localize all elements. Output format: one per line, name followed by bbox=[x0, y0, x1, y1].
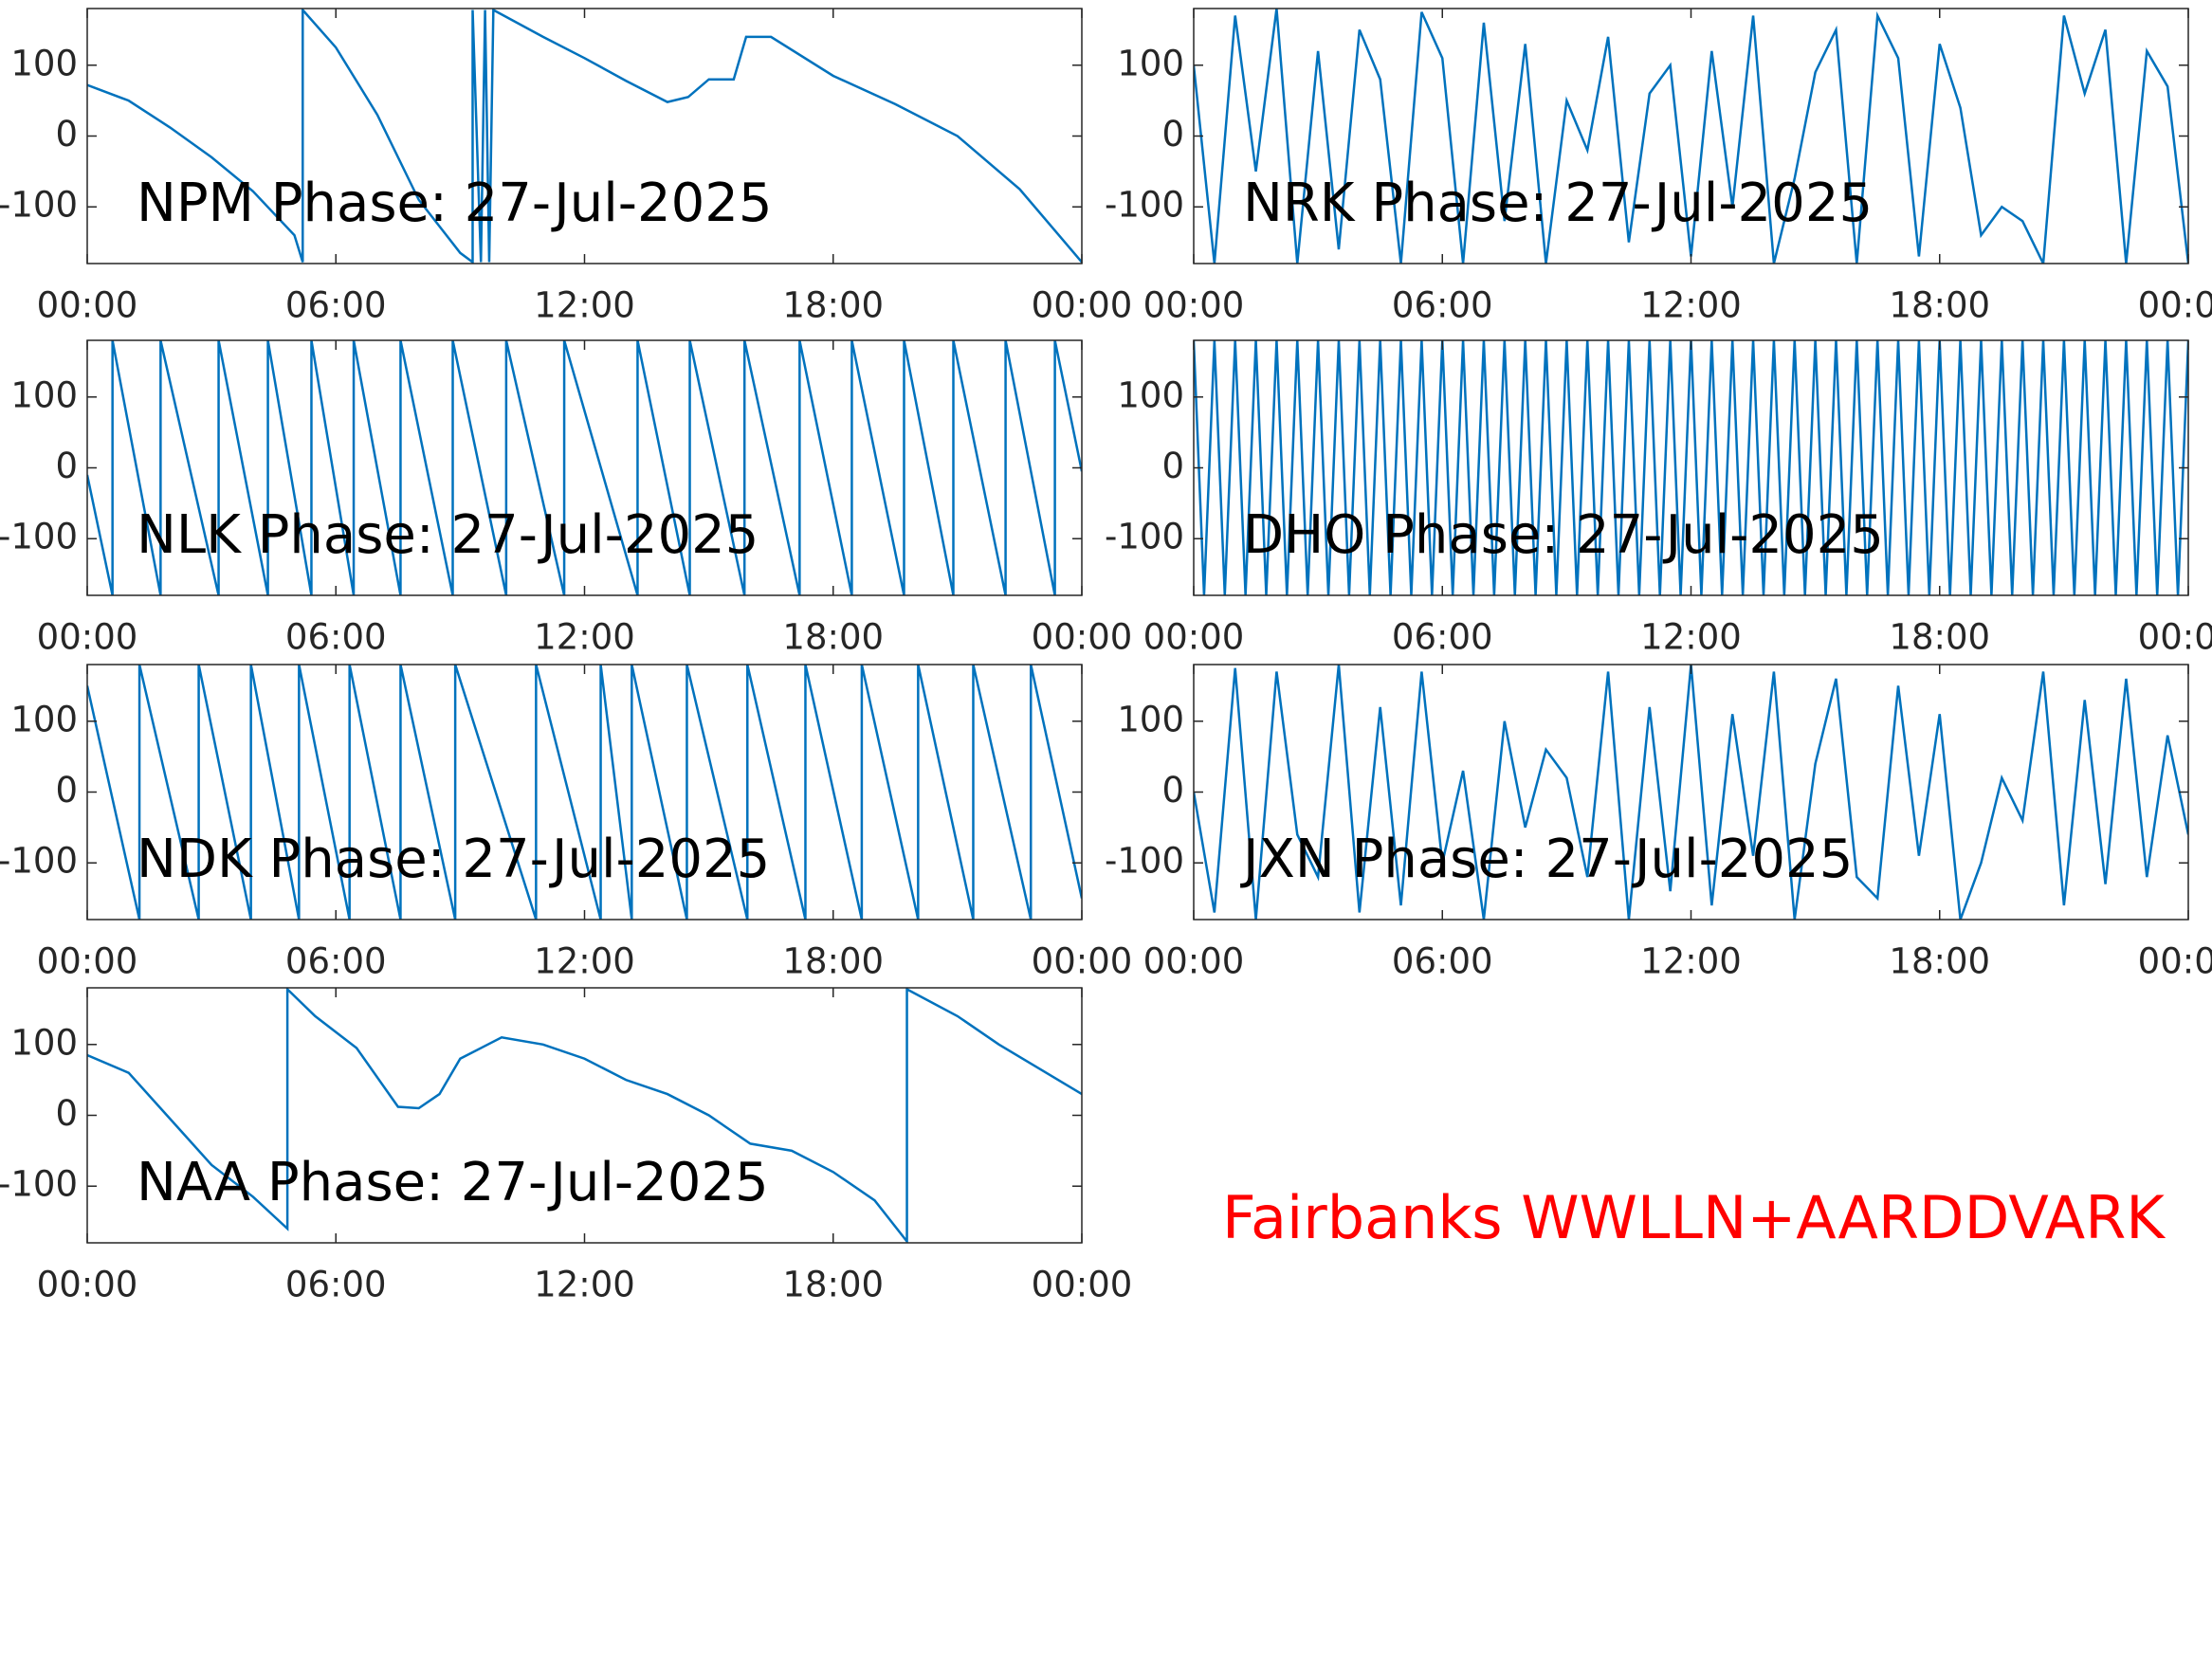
x-tick-label: 18:00 bbox=[1889, 617, 1990, 658]
chart-title: NDK Phase: 27-Jul-2025 bbox=[137, 829, 770, 890]
x-tick-label: 12:00 bbox=[534, 941, 635, 982]
x-tick-label: 18:00 bbox=[782, 617, 884, 658]
x-tick-label: 12:00 bbox=[534, 1265, 635, 1305]
chart-title: NRK Phase: 27-Jul-2025 bbox=[1243, 173, 1873, 234]
panel: 00:00 06:00 12:00 18:00 00:00 -100 0 100 NRK Pha… bbox=[1105, 8, 2212, 326]
x-tick-label: 06:00 bbox=[1392, 285, 1493, 326]
x-tick-label: 18:00 bbox=[1889, 941, 1990, 982]
y-tick-label: 0 bbox=[55, 446, 78, 486]
chart-title: NLK Phase: 27-Jul-2025 bbox=[137, 504, 759, 566]
x-tick-label: 00:00 bbox=[2138, 617, 2212, 658]
y-tick-label: 100 bbox=[1117, 43, 1184, 83]
chart-title: DHO Phase: 27-Jul-2025 bbox=[1243, 504, 1884, 566]
x-tick-label: 18:00 bbox=[1889, 285, 1990, 326]
y-tick-label: -100 bbox=[1105, 185, 1184, 226]
x-tick-label: 12:00 bbox=[1640, 285, 1742, 326]
chart-title: NAA Phase: 27-Jul-2025 bbox=[137, 1152, 769, 1213]
panel: 00:00 06:00 12:00 18:00 00:00 -100 0 100 DHO Pha… bbox=[1105, 339, 2212, 658]
panel: 00:00 06:00 12:00 18:00 00:00 -100 0 100 JXN Pha… bbox=[1105, 664, 2212, 982]
y-tick-label: 0 bbox=[1161, 770, 1184, 811]
x-tick-label: 00:00 bbox=[2138, 941, 2212, 982]
data-line bbox=[87, 340, 1082, 595]
x-tick-label: 00:00 bbox=[37, 285, 138, 326]
y-tick-label: 0 bbox=[55, 1093, 78, 1134]
x-tick-label: 18:00 bbox=[782, 285, 884, 326]
plot-area bbox=[87, 988, 1082, 1243]
y-tick-label: -100 bbox=[0, 841, 78, 882]
chart-title: JXN Phase: 27-Jul-2025 bbox=[1240, 829, 1853, 890]
x-tick-label: 00:00 bbox=[1032, 941, 1133, 982]
y-tick-label: 0 bbox=[1161, 446, 1184, 486]
y-tick-label: 100 bbox=[10, 374, 78, 415]
x-tick-label: 00:00 bbox=[1032, 1265, 1133, 1305]
data-line bbox=[87, 665, 1082, 920]
x-tick-label: 06:00 bbox=[285, 285, 387, 326]
x-tick-label: 00:00 bbox=[37, 1265, 138, 1305]
x-tick-label: 00:00 bbox=[1143, 285, 1245, 326]
y-tick-label: 0 bbox=[1161, 114, 1184, 155]
plot-area bbox=[1194, 665, 2188, 920]
panel: 00:00 06:00 12:00 18:00 00:00 -100 0 100 NLK Pha… bbox=[0, 339, 1133, 658]
panel: 00:00 06:00 12:00 18:00 00:00 -100 0 100 NAA Pha… bbox=[0, 987, 1133, 1305]
x-tick-label: 06:00 bbox=[285, 941, 387, 982]
data-line bbox=[87, 9, 1082, 264]
y-tick-label: -100 bbox=[0, 185, 78, 226]
x-tick-label: 00:00 bbox=[37, 617, 138, 658]
x-tick-label: 00:00 bbox=[1032, 285, 1133, 326]
data-line bbox=[87, 988, 1082, 1243]
y-tick-label: -100 bbox=[1105, 841, 1184, 882]
x-tick-label: 18:00 bbox=[782, 1265, 884, 1305]
panel: 00:00 06:00 12:00 18:00 00:00 -100 0 100 NPM Pha… bbox=[0, 8, 1133, 326]
plot-area bbox=[87, 340, 1082, 595]
annotation: Fairbanks WWLLN+AARDDVARK bbox=[1222, 1183, 2166, 1252]
x-tick-label: 00:00 bbox=[1143, 941, 1245, 982]
panel: 00:00 06:00 12:00 18:00 00:00 -100 0 100 NDK Pha… bbox=[0, 664, 1133, 982]
x-tick-label: 06:00 bbox=[1392, 617, 1493, 658]
x-tick-label: 12:00 bbox=[1640, 617, 1742, 658]
plot-area bbox=[87, 665, 1082, 920]
x-tick-label: 06:00 bbox=[1392, 941, 1493, 982]
y-tick-label: -100 bbox=[1105, 517, 1184, 557]
y-tick-label: 0 bbox=[55, 770, 78, 811]
y-tick-label: 0 bbox=[55, 114, 78, 155]
chart-title: NPM Phase: 27-Jul-2025 bbox=[137, 173, 773, 234]
y-tick-label: -100 bbox=[0, 517, 78, 557]
y-tick-label: 100 bbox=[10, 699, 78, 739]
y-tick-label: 100 bbox=[1117, 374, 1184, 415]
y-tick-label: 100 bbox=[10, 43, 78, 83]
x-tick-label: 00:00 bbox=[37, 941, 138, 982]
y-tick-label: 100 bbox=[10, 1022, 78, 1063]
x-tick-label: 12:00 bbox=[534, 617, 635, 658]
x-tick-label: 00:00 bbox=[1032, 617, 1133, 658]
data-line bbox=[1194, 665, 2188, 920]
x-tick-label: 00:00 bbox=[2138, 285, 2212, 326]
x-tick-label: 12:00 bbox=[534, 285, 635, 326]
x-tick-label: 18:00 bbox=[782, 941, 884, 982]
x-tick-label: 12:00 bbox=[1640, 941, 1742, 982]
x-tick-label: 06:00 bbox=[285, 617, 387, 658]
x-tick-label: 00:00 bbox=[1143, 617, 1245, 658]
plot-area bbox=[87, 9, 1082, 264]
y-tick-label: 100 bbox=[1117, 699, 1184, 739]
y-tick-label: -100 bbox=[0, 1164, 78, 1205]
x-tick-label: 06:00 bbox=[285, 1265, 387, 1305]
